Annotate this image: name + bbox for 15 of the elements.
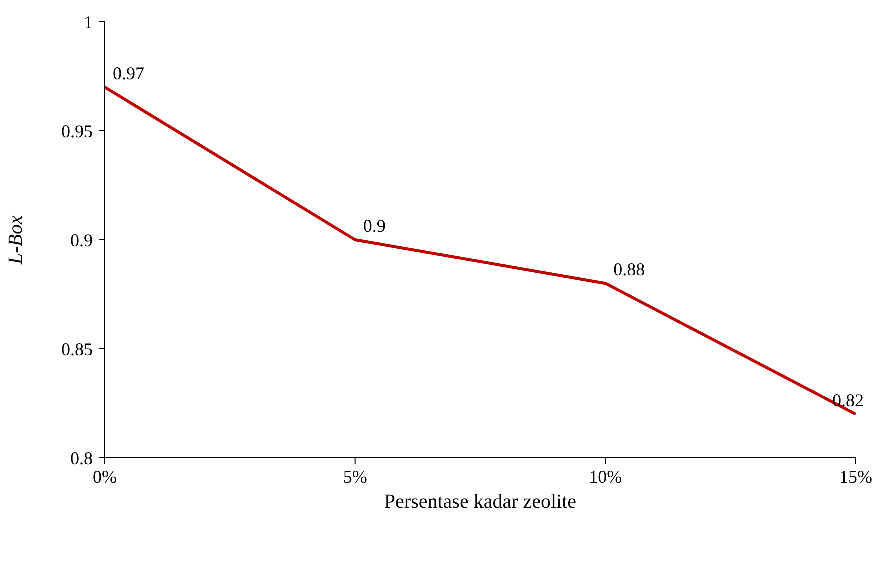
- x-tick-label: 5%: [343, 466, 368, 487]
- x-tick-label: 10%: [589, 466, 622, 487]
- y-tick-label: 0.8: [70, 448, 93, 468]
- y-tick-label: 1: [84, 12, 93, 32]
- x-tick-label: 0%: [93, 466, 117, 487]
- y-tick-label: 0.85: [62, 339, 93, 360]
- data-label: 0.9: [363, 216, 386, 236]
- data-label: 0.82: [832, 390, 864, 410]
- data-label: 0.88: [614, 260, 646, 280]
- y-axis-title: L-Box: [5, 215, 28, 266]
- x-tick-label: 15%: [840, 466, 872, 487]
- x-axis-title: Persentase kadar zeolite: [384, 491, 577, 513]
- y-tick-label: 0.9: [70, 230, 93, 250]
- y-tick-label: 0.95: [62, 121, 93, 142]
- data-label: 0.97: [113, 63, 144, 84]
